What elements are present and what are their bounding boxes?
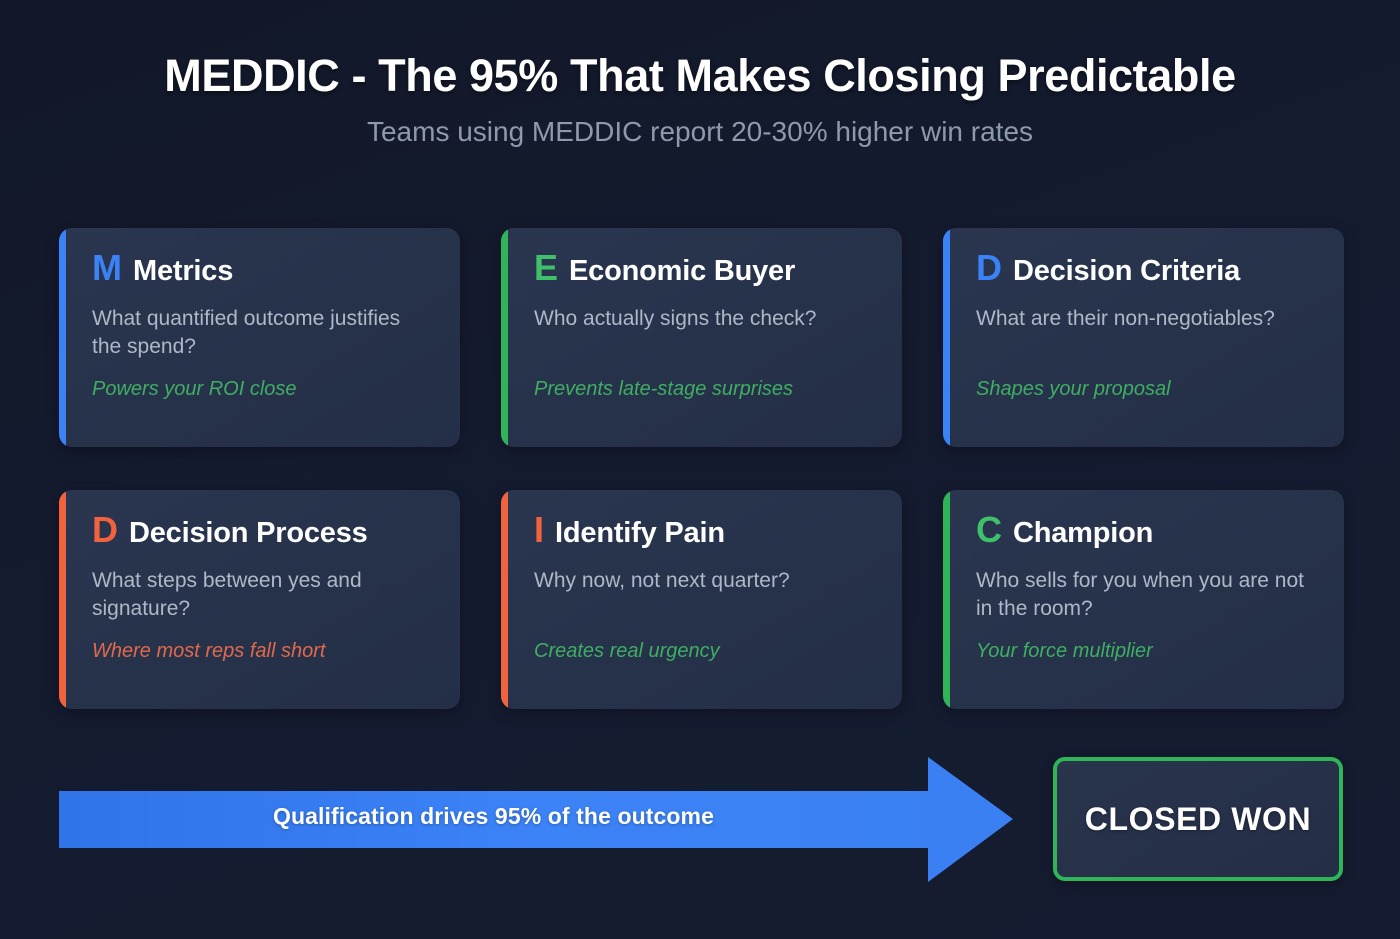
card-description: Who sells for you when you are not in th… — [976, 569, 1305, 620]
card-accent-bar — [59, 228, 66, 447]
card-description: Why now, not next quarter? — [534, 569, 790, 592]
card-accent-bar — [943, 228, 950, 447]
card-accent-bar — [59, 490, 66, 709]
closed-won-badge[interactable]: CLOSED WON — [1053, 757, 1343, 881]
qualification-arrow: Qualification drives 95% of the outcome — [59, 757, 1013, 882]
card-title: Decision Process — [129, 517, 368, 549]
card-title: Identify Pain — [555, 517, 725, 549]
card-accent-bar — [943, 490, 950, 709]
meddic-card-grid: M Metrics What quantified outcome justif… — [59, 228, 1345, 709]
card-header: C Champion — [976, 512, 1324, 556]
card-footnote: Powers your ROI close — [92, 378, 297, 400]
card-header: D Decision Process — [92, 512, 440, 556]
card-letter-icon: D — [92, 509, 118, 550]
meddic-card-decision-criteria[interactable]: D Decision Criteria What are their non-n… — [943, 228, 1344, 447]
meddic-card-metrics[interactable]: M Metrics What quantified outcome justif… — [59, 228, 460, 447]
card-header: E Economic Buyer — [534, 250, 882, 294]
meddic-card-champion[interactable]: C Champion Who sells for you when you ar… — [943, 490, 1344, 709]
card-letter-icon: C — [976, 509, 1002, 550]
header: MEDDIC - The 95% That Makes Closing Pred… — [0, 50, 1400, 147]
meddic-card-decision-process[interactable]: D Decision Process What steps between ye… — [59, 490, 460, 709]
card-footnote: Your force multiplier — [976, 640, 1153, 662]
card-description: What are their non-negotiables? — [976, 307, 1275, 330]
card-header: M Metrics — [92, 250, 440, 294]
card-accent-bar — [501, 490, 508, 709]
card-letter-icon: M — [92, 247, 122, 288]
arrow-label: Qualification drives 95% of the outcome — [273, 803, 714, 829]
card-description: What quantified outcome justifies the sp… — [92, 307, 401, 358]
card-footnote: Shapes your proposal — [976, 378, 1171, 400]
card-footnote: Creates real urgency — [534, 640, 720, 662]
arrow-shape-icon — [59, 757, 1013, 882]
card-letter-icon: D — [976, 247, 1002, 288]
card-title: Decision Criteria — [1013, 255, 1241, 287]
page-subtitle: Teams using MEDDIC report 20-30% higher … — [366, 115, 1034, 147]
page-title: MEDDIC - The 95% That Makes Closing Pred… — [164, 50, 1236, 101]
card-footnote: Prevents late-stage surprises — [534, 378, 794, 400]
card-title: Champion — [1013, 517, 1154, 549]
meddic-card-economic-buyer[interactable]: E Economic Buyer Who actually signs the … — [501, 228, 902, 447]
card-letter-icon: I — [534, 509, 545, 550]
card-title: Metrics — [133, 255, 234, 287]
card-title: Economic Buyer — [569, 255, 796, 287]
meddic-card-identify-pain[interactable]: I Identify Pain Why now, not next quarte… — [501, 490, 902, 709]
closed-won-label: CLOSED WON — [1084, 801, 1312, 837]
card-header: D Decision Criteria — [976, 250, 1324, 294]
card-accent-bar — [501, 228, 508, 447]
card-letter-icon: E — [534, 247, 559, 288]
card-description: What steps between yes and signature? — [92, 569, 362, 620]
card-header: I Identify Pain — [534, 512, 882, 556]
card-description: Who actually signs the check? — [534, 307, 817, 330]
card-footnote: Where most reps fall short — [92, 640, 326, 662]
